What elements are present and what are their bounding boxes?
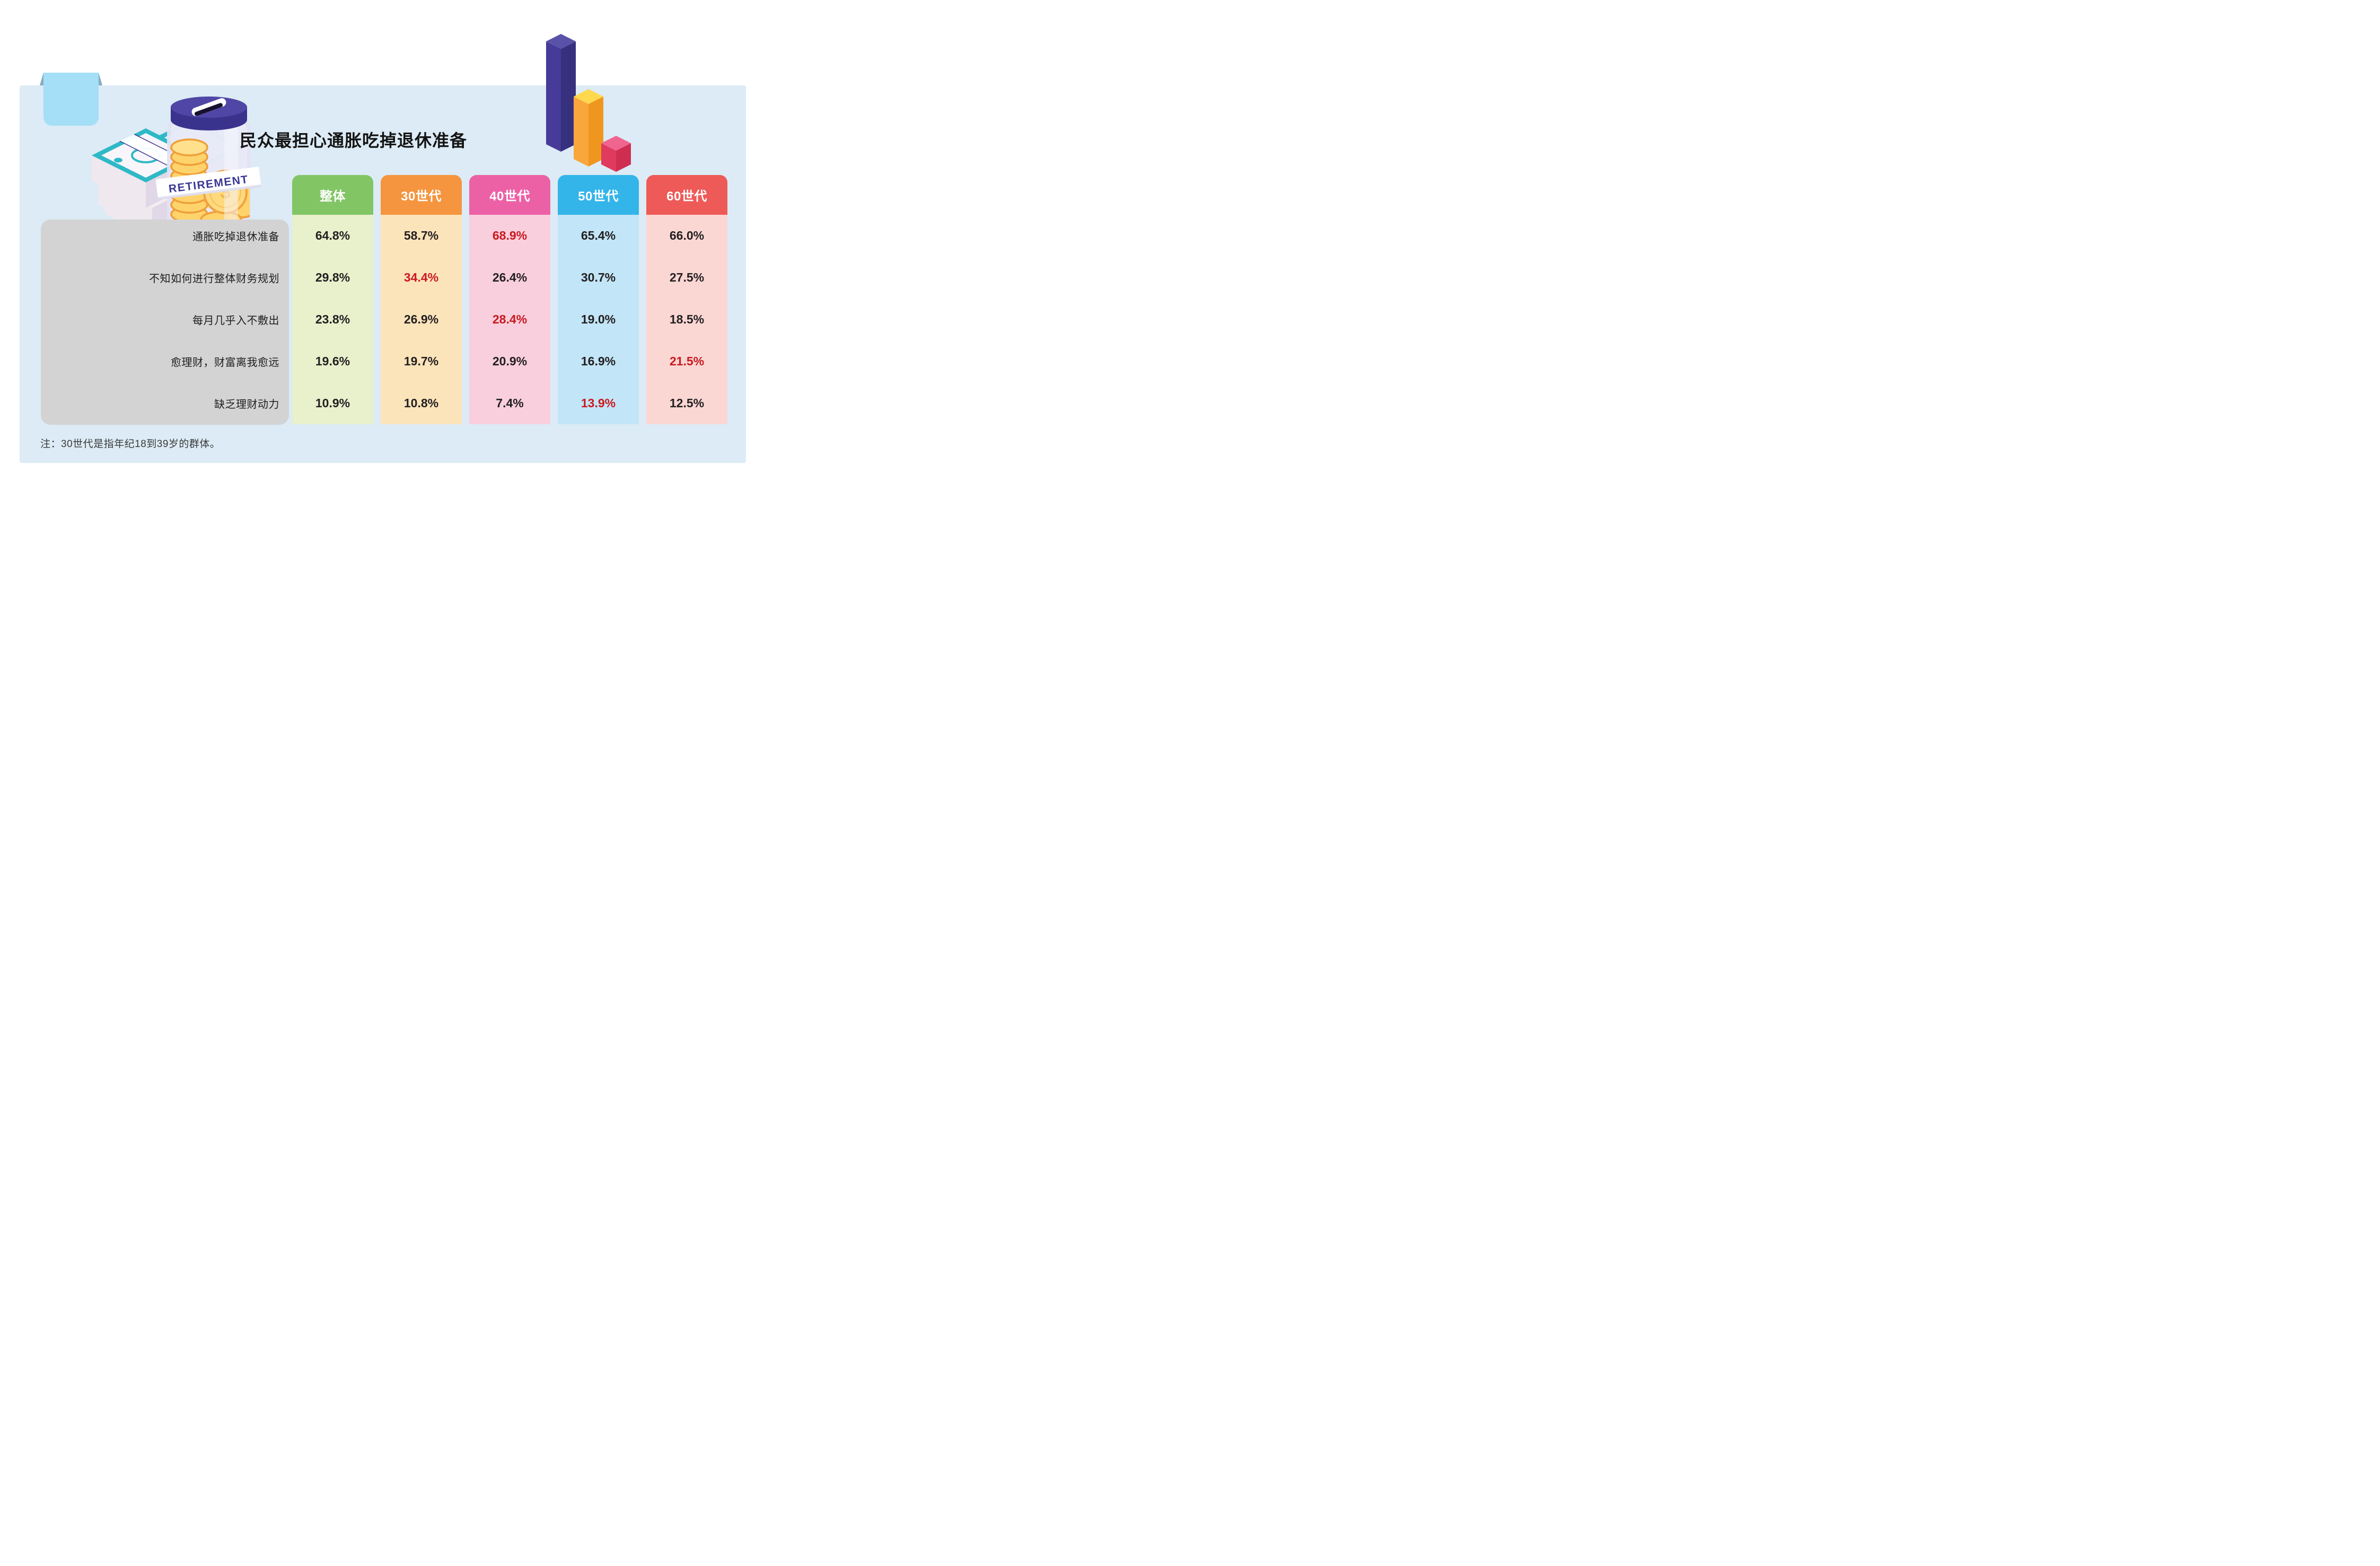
row-label: 每月几乎入不敷出 [192,315,279,327]
value-cell: 58.7% [403,229,439,242]
folder-tab-fold-right [99,73,102,85]
value-cell: 16.9% [581,354,616,368]
value-cell: 19.0% [581,312,616,326]
3d-bar-chart-icon [546,34,631,172]
value-cell: 10.9% [315,396,350,410]
value-cell: 7.4% [496,396,524,410]
row-label: 不知如何进行整体财务规划 [149,273,279,285]
column-header: 整体 [292,175,373,215]
column-gen40: 40世代 68.9% 26.4% 28.4% 20.9% 7.4% [469,175,550,424]
coin-slot-icon [191,98,226,116]
value-cell: 26.4% [492,270,528,284]
value-cell: 12.5% [669,396,705,410]
column-body: 66.0% 27.5% 18.5% 21.5% 12.5% [646,215,727,424]
row-labels: 通胀吃掉退休准备不知如何进行整体财务规划每月几乎入不敷出愈理财，财富离我愈远缺乏… [41,215,279,424]
value-cell: 68.9% [492,229,528,242]
column-body: 65.4% 30.7% 19.0% 16.9% 13.9% [558,215,639,424]
column-gen50: 50世代 65.4% 30.7% 19.0% 16.9% 13.9% [558,175,639,424]
value-cell: 19.6% [315,354,350,368]
value-cell: 66.0% [669,229,705,242]
row-panel [41,220,289,425]
row-label: 缺乏理财动力 [214,399,279,410]
value-cell: 19.7% [403,354,439,368]
value-cell: 13.9% [581,396,616,410]
column-body: 68.9% 26.4% 28.4% 20.9% 7.4% [469,215,550,424]
value-cell: 28.4% [492,312,528,326]
bar-yellow [574,89,603,167]
column-gen60: 60世代 66.0% 27.5% 18.5% 21.5% 12.5% [646,175,727,424]
column-header: 50世代 [558,175,639,215]
value-cell: 29.8% [315,270,350,284]
value-cell: 34.4% [403,270,439,284]
column-body: 64.8% 29.8% 23.8% 19.6% 10.9% [292,215,373,424]
column-header: 30世代 [381,175,462,215]
page-title: 民众最担心通胀吃掉退休准备 [240,131,468,150]
folder-tab-fold-left [40,73,43,85]
value-cell: 10.8% [403,396,439,410]
value-cell: 18.5% [669,312,705,326]
bar-purple [546,34,576,152]
value-cell: 23.8% [315,312,350,326]
infographic: $ RETIREMENT [0,0,763,502]
bar-red [601,136,631,172]
value-cell: 64.8% [315,229,350,242]
column-header: 40世代 [469,175,550,215]
value-cell: 27.5% [669,270,705,284]
column-header: 60世代 [646,175,727,215]
row-label: 通胀吃掉退休准备 [192,231,279,243]
value-cell: 65.4% [581,229,616,242]
value-cell: 21.5% [669,354,705,368]
column-body: 58.7% 34.4% 26.9% 19.7% 10.8% [381,215,462,424]
column-gen30: 30世代 58.7% 34.4% 26.9% 19.7% 10.8% [381,175,462,424]
footnote: 注：30世代是指年纪18到39岁的群体。 [40,439,221,450]
row-label: 愈理财，财富离我愈远 [171,357,279,369]
column-overall: 整体 64.8% 29.8% 23.8% 19.6% 10.9% [292,175,373,424]
retirement-jar-icon: $ RETIREMENT [155,97,261,229]
value-cell: 20.9% [492,354,528,368]
value-cell: 26.9% [403,312,439,326]
folder-tab [43,73,99,126]
value-cell: 30.7% [581,270,616,284]
columns: 整体 64.8% 29.8% 23.8% 19.6% 10.9% 30世代 58.7% 34.4… [292,175,727,424]
